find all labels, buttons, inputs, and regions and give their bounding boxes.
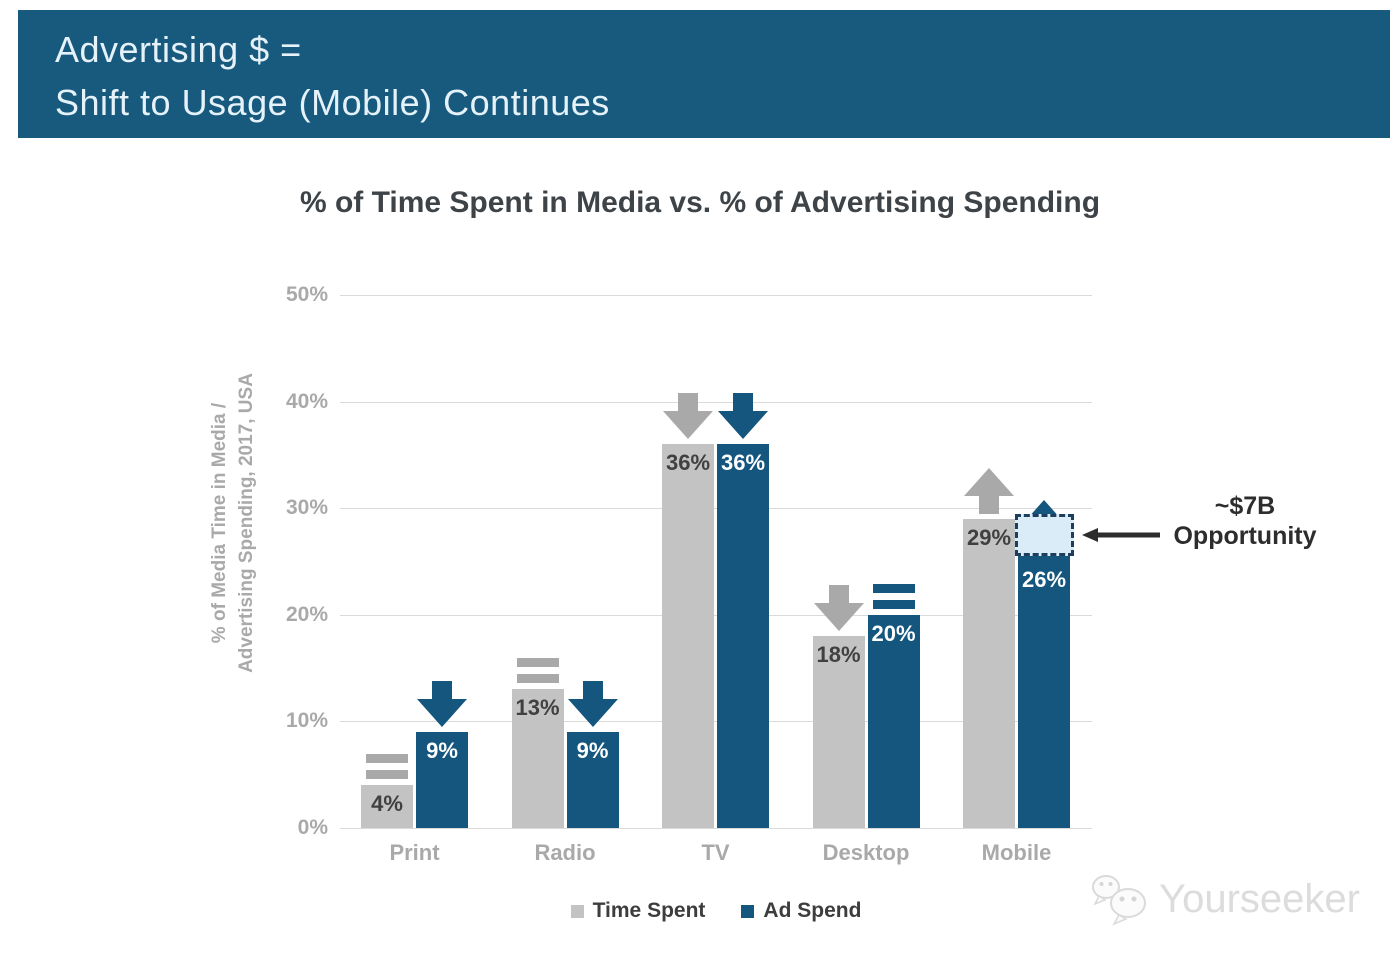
- gridline-30%: [340, 508, 1092, 510]
- bar-radio-ad-spend: [566, 732, 619, 828]
- trend-equal-icon-print-time-spent: [366, 754, 408, 780]
- y-tick-label-10%: 10%: [285, 709, 328, 733]
- bar-value-label-print-ad-spend: 9%: [426, 738, 458, 764]
- ad-spend-swatch-icon: [741, 904, 755, 918]
- bar-value-label-mobile-time-spent: 29%: [966, 524, 1012, 550]
- y-axis-label-line1: % of Media Time in Media /: [209, 402, 230, 644]
- banner-title-line2: Shift to Usage (Mobile) Continues: [55, 82, 610, 123]
- wechat-logo-icon: [1089, 872, 1151, 926]
- bar-mobile-time-spent: [963, 518, 1015, 828]
- gridline-50%: [340, 295, 1092, 296]
- legend-label-ad-spend: Ad Spend: [763, 899, 862, 922]
- bar-mobile-ad-spend: [1018, 550, 1070, 828]
- x-category-label-mobile: Mobile: [981, 840, 1052, 865]
- gridline-10%: [340, 721, 1092, 723]
- watermark-text: Yourseeker: [1159, 876, 1360, 921]
- bar-value-label-tv-ad-spend: 36%: [720, 450, 766, 476]
- bar-value-label-tv-time-spent: 36%: [665, 450, 711, 476]
- annotation-left-arrow-icon: [1082, 527, 1160, 543]
- plot-area: 50% 40% 30% 20% 10% 0% Print 4% 9% Radio 13% 9% TV 36…: [286, 283, 1317, 865]
- legend-item-time-spent: Time Spent: [570, 899, 706, 923]
- bar-desktop-ad-spend: [867, 614, 920, 828]
- gridline-40%: [340, 401, 1092, 403]
- bar-value-label-print-time-spent: 4%: [371, 791, 403, 817]
- y-tick-label-0%: 0%: [297, 816, 328, 839]
- bar-value-label-radio-time-spent: 13%: [515, 695, 560, 721]
- annotation-text: ~$7B Opportunity: [1170, 491, 1320, 551]
- watermark: Yourseeker: [1089, 872, 1360, 926]
- opportunity-box: [1014, 513, 1074, 556]
- bar-radio-time-spent: [511, 689, 564, 828]
- y-tick-label-30%: 30%: [285, 496, 328, 520]
- trend-equal-icon-radio-time-spent: [516, 658, 559, 684]
- gridline-0%: [340, 828, 1092, 829]
- bar-tv-time-spent: [662, 444, 714, 828]
- y-axis-label: % of Media Time in Media / Advertising S…: [206, 373, 260, 673]
- y-axis-label-line2: Advertising Spending, 2017, USA: [236, 373, 257, 673]
- bar-value-label-desktop-time-spent: 18%: [816, 642, 861, 668]
- trend-down-icon-radio-ad-spend: [566, 681, 620, 728]
- legend-item-ad-spend: Ad Spend: [741, 899, 861, 923]
- y-tick-label-50%: 50%: [285, 283, 328, 306]
- x-category-label-desktop: Desktop: [822, 840, 910, 865]
- trend-down-icon-print-ad-spend: [415, 681, 469, 728]
- bar-print-time-spent: [361, 785, 413, 828]
- legend: Time Spent Ad Spend: [340, 899, 1092, 923]
- x-category-label-tv: TV: [701, 840, 730, 865]
- bar-desktop-time-spent: [812, 636, 865, 828]
- banner-title-line1: Advertising $ =: [55, 29, 302, 70]
- header-banner: Advertising $ = Shift to Usage (Mobile) …: [18, 10, 1390, 138]
- annotation-line1: ~$7B: [1214, 491, 1276, 520]
- x-category-label-print: Print: [389, 840, 440, 865]
- trend-up-icon-mobile-time-spent: [962, 467, 1016, 514]
- annotation-line2: Opportunity: [1173, 521, 1317, 550]
- trend-equal-icon-desktop-ad-spend: [872, 583, 915, 609]
- y-tick-label-20%: 20%: [285, 602, 328, 626]
- bar-print-ad-spend: [416, 732, 468, 828]
- bar-value-label-mobile-ad-spend: 26%: [1021, 566, 1067, 592]
- bar-tv-ad-spend: [717, 444, 769, 828]
- gridline-20%: [340, 614, 1092, 616]
- trend-down-icon-desktop-time-spent: [812, 585, 866, 632]
- legend-label-time-spent: Time Spent: [592, 899, 706, 922]
- chart-title: % of Time Spent in Media vs. % of Advert…: [299, 186, 1101, 219]
- time-spent-swatch-icon: [570, 904, 584, 918]
- trend-down-icon-tv-ad-spend: [716, 393, 770, 440]
- x-category-label-radio: Radio: [534, 840, 596, 865]
- bar-value-label-radio-ad-spend: 9%: [576, 738, 609, 764]
- bar-value-label-desktop-ad-spend: 20%: [871, 620, 916, 646]
- y-tick-label-40%: 40%: [285, 389, 328, 413]
- trend-down-icon-tv-time-spent: [661, 393, 715, 440]
